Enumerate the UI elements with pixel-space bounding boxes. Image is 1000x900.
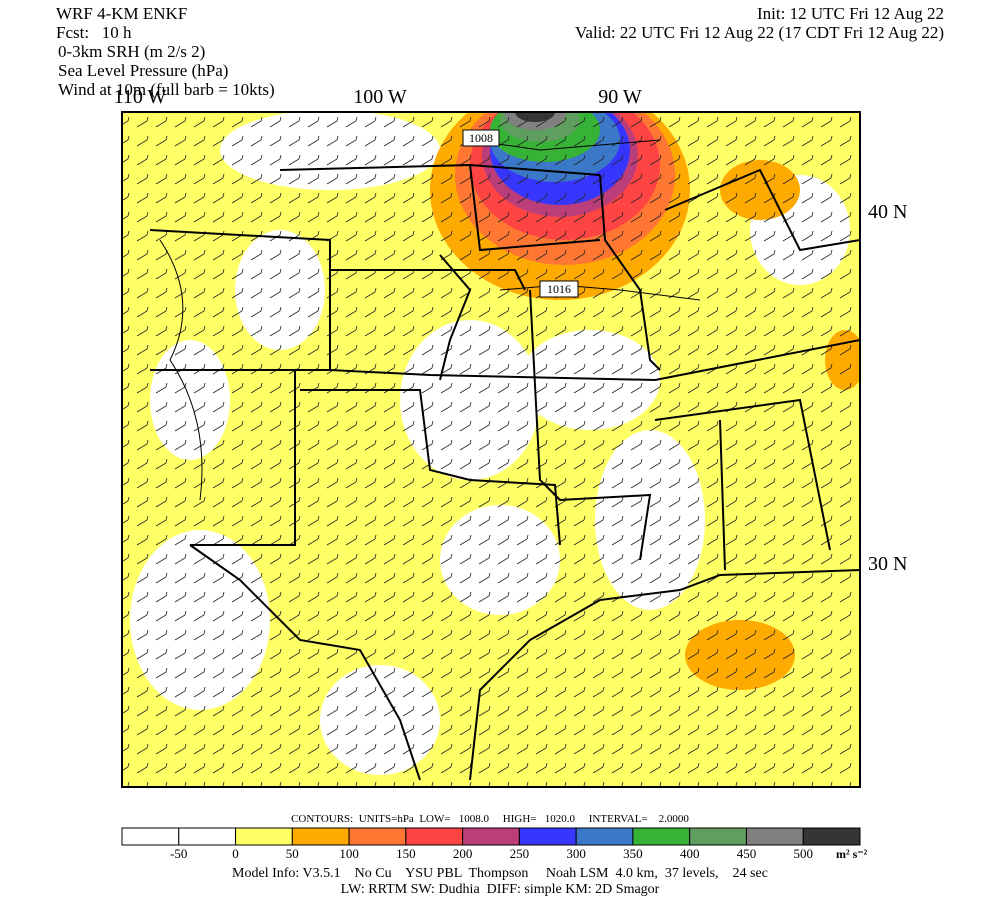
contour-label: 1008 [469, 131, 493, 145]
colorbar-label: 100 [339, 846, 359, 861]
colorbar-label: 300 [566, 846, 586, 861]
colorbar: -50 0 50 100 150 200 250 300 350 400 450 500 m² s⁻² [121, 827, 868, 861]
colorbar-swatch [632, 827, 691, 846]
longitude-label: 110 W [114, 86, 167, 108]
state-borders [149, 163, 860, 781]
longitude-label: 90 W [598, 86, 642, 108]
colorbar-swatch [121, 827, 180, 846]
colorbar-swatch [291, 827, 350, 846]
valid-time: Valid: 22 UTC Fri 12 Aug 22 (17 CDT Fri … [575, 23, 944, 42]
colorbar-label: -50 [170, 846, 187, 861]
map-frame [121, 111, 861, 788]
colorbar-swatch [405, 827, 464, 846]
field-label: Wind at 10m (full barb = 10kts) [58, 80, 275, 99]
colorbar-swatch [235, 827, 293, 846]
colorbar-label: 50 [286, 846, 299, 861]
field-label: Sea Level Pressure (hPa) [58, 61, 229, 80]
footer-line: Model Info: V3.5.1 No Cu YSU PBL Thompso… [232, 866, 768, 881]
colorbar-swatch [178, 827, 237, 846]
colorbar-swatch [348, 827, 407, 846]
srh-field [122, 112, 860, 787]
colorbar-swatch [462, 827, 520, 846]
colorbar-label: 0 [232, 846, 239, 861]
contour-label: 1016 [547, 282, 571, 296]
model-title: WRF 4-KM ENKF [56, 4, 188, 23]
colorbar-label: 200 [453, 846, 473, 861]
colorbar-label: 350 [623, 846, 643, 861]
contour-info: CONTOURS: UNITS=hPa LOW= 1008.0 HIGH= 10… [291, 813, 689, 825]
colorbar-label: 500 [793, 846, 813, 861]
colorbar-label: 400 [680, 846, 700, 861]
colorbar-swatch [518, 827, 577, 846]
forecast-hour: Fcst: 10 h [56, 23, 132, 42]
contour-label-box [462, 129, 500, 147]
colorbar-swatch [745, 827, 804, 846]
longitude-label: 100 W [353, 86, 407, 108]
init-time: Init: 12 UTC Fri 12 Aug 22 [756, 4, 944, 23]
colorbar-units: m² s⁻² [836, 847, 868, 861]
latitude-label: 40 N [868, 201, 907, 223]
footer-line: LW: RRTM SW: Dudhia DIFF: simple KM: 2D … [341, 882, 660, 897]
contour-label-box [539, 280, 579, 298]
colorbar-swatch [802, 827, 861, 846]
colorbar-label: 450 [737, 846, 757, 861]
colorbar-label: 150 [396, 846, 416, 861]
colorbar-label: 250 [510, 846, 530, 861]
field-label: 0-3km SRH (m 2/s 2) [58, 42, 206, 61]
colorbar-swatch [575, 827, 634, 846]
contour-labels: 1008 1016 [462, 129, 579, 298]
pressure-contours [159, 139, 701, 501]
colorbar-swatch [689, 827, 747, 846]
latitude-label: 30 N [868, 553, 907, 575]
